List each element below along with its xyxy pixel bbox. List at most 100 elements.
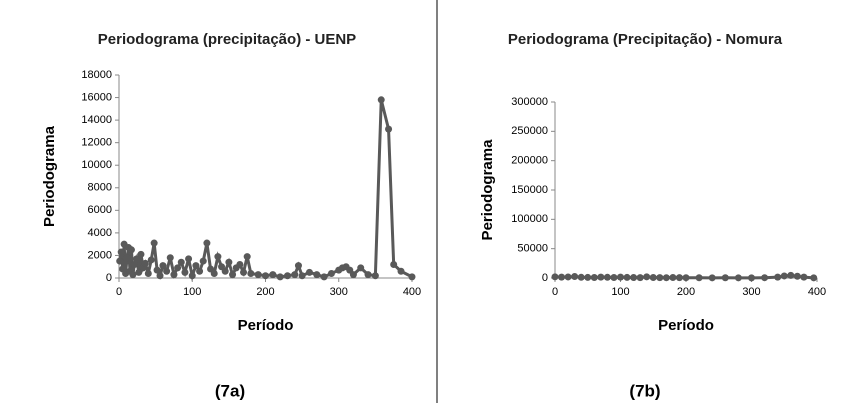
point: [133, 255, 141, 263]
point: [127, 246, 135, 254]
point: [130, 260, 138, 268]
x-tick-label: 400: [403, 286, 421, 298]
point: [240, 268, 248, 276]
y-tick-label: 12000: [81, 137, 112, 149]
point: [617, 273, 624, 281]
point: [221, 267, 229, 275]
point: [214, 253, 222, 261]
point: [371, 272, 379, 280]
point: [551, 273, 559, 281]
point: [603, 273, 611, 281]
point: [170, 271, 178, 279]
point: [283, 272, 291, 280]
point: [590, 274, 598, 282]
x-tick-label: 0: [552, 286, 558, 298]
point: [196, 267, 204, 275]
point: [649, 273, 657, 281]
point: [385, 125, 393, 133]
y-axis-label: Periodograma: [479, 139, 496, 241]
point: [669, 274, 677, 282]
y-tick-label: 18000: [81, 69, 112, 81]
point: [630, 274, 638, 282]
point: [643, 273, 651, 281]
y-tick-label: 14000: [81, 114, 112, 126]
point: [144, 269, 152, 277]
point: [247, 269, 255, 277]
y-tick-label: 4000: [88, 227, 112, 239]
point: [800, 273, 808, 281]
point: [695, 274, 703, 282]
point: [117, 248, 125, 256]
y-tick-label: 50000: [517, 243, 548, 255]
point: [135, 268, 143, 276]
y-tick-label: 100000: [511, 213, 548, 225]
y-tick-label: 150000: [511, 184, 548, 196]
point: [597, 273, 605, 281]
point: [774, 273, 782, 281]
point: [254, 271, 262, 279]
y-tick-label: 16000: [81, 91, 112, 103]
point: [584, 273, 592, 281]
point: [320, 273, 328, 281]
point: [558, 273, 566, 281]
y-tick-label: 0: [106, 272, 112, 284]
point: [734, 274, 742, 282]
point: [721, 274, 729, 282]
point: [408, 273, 416, 281]
point: [156, 272, 164, 280]
x-tick-label: 300: [742, 286, 760, 298]
chart-title: Periodograma (precipitação) - UENP: [97, 31, 357, 48]
point: [675, 274, 683, 282]
x-tick-label: 0: [116, 286, 122, 298]
y-tick-label: 2000: [88, 249, 112, 261]
point: [192, 262, 200, 270]
point: [159, 262, 167, 270]
y-tick-label: 10000: [81, 159, 112, 171]
point: [243, 253, 251, 261]
point: [174, 264, 182, 272]
point: [708, 274, 716, 282]
caption: (7b): [629, 381, 660, 400]
x-tick-label: 200: [256, 286, 274, 298]
point: [656, 274, 664, 282]
point: [210, 269, 218, 277]
y-tick-label: 8000: [88, 182, 112, 194]
x-tick-label: 200: [677, 286, 695, 298]
point: [188, 272, 196, 280]
point: [166, 254, 174, 262]
point: [294, 262, 302, 270]
point: [163, 267, 171, 275]
point: [810, 274, 818, 282]
point: [203, 239, 211, 247]
x-tick-label: 300: [330, 286, 348, 298]
point: [636, 274, 644, 282]
point: [397, 267, 405, 275]
point: [780, 272, 788, 280]
point: [305, 268, 313, 276]
point: [236, 260, 244, 268]
x-axis-label: Período: [238, 317, 294, 334]
x-tick-label: 400: [808, 286, 826, 298]
y-tick-label: 6000: [88, 204, 112, 216]
point: [181, 268, 189, 276]
point: [327, 269, 335, 277]
point: [225, 258, 233, 266]
point: [313, 271, 321, 279]
point: [349, 271, 357, 279]
point: [116, 257, 124, 265]
chart-title: Periodograma (Precipitação) - Nomura: [507, 31, 783, 48]
x-tick-label: 100: [611, 286, 629, 298]
point: [137, 250, 145, 258]
point: [153, 266, 161, 274]
point: [787, 271, 795, 279]
point: [364, 271, 372, 279]
point: [748, 274, 755, 282]
y-axis-label: Periodograma: [41, 125, 58, 227]
point: [761, 274, 769, 282]
y-tick-label: 250000: [511, 125, 548, 137]
point: [793, 272, 801, 280]
y-tick-label: 300000: [511, 96, 548, 108]
point: [177, 258, 185, 266]
point: [377, 96, 385, 104]
